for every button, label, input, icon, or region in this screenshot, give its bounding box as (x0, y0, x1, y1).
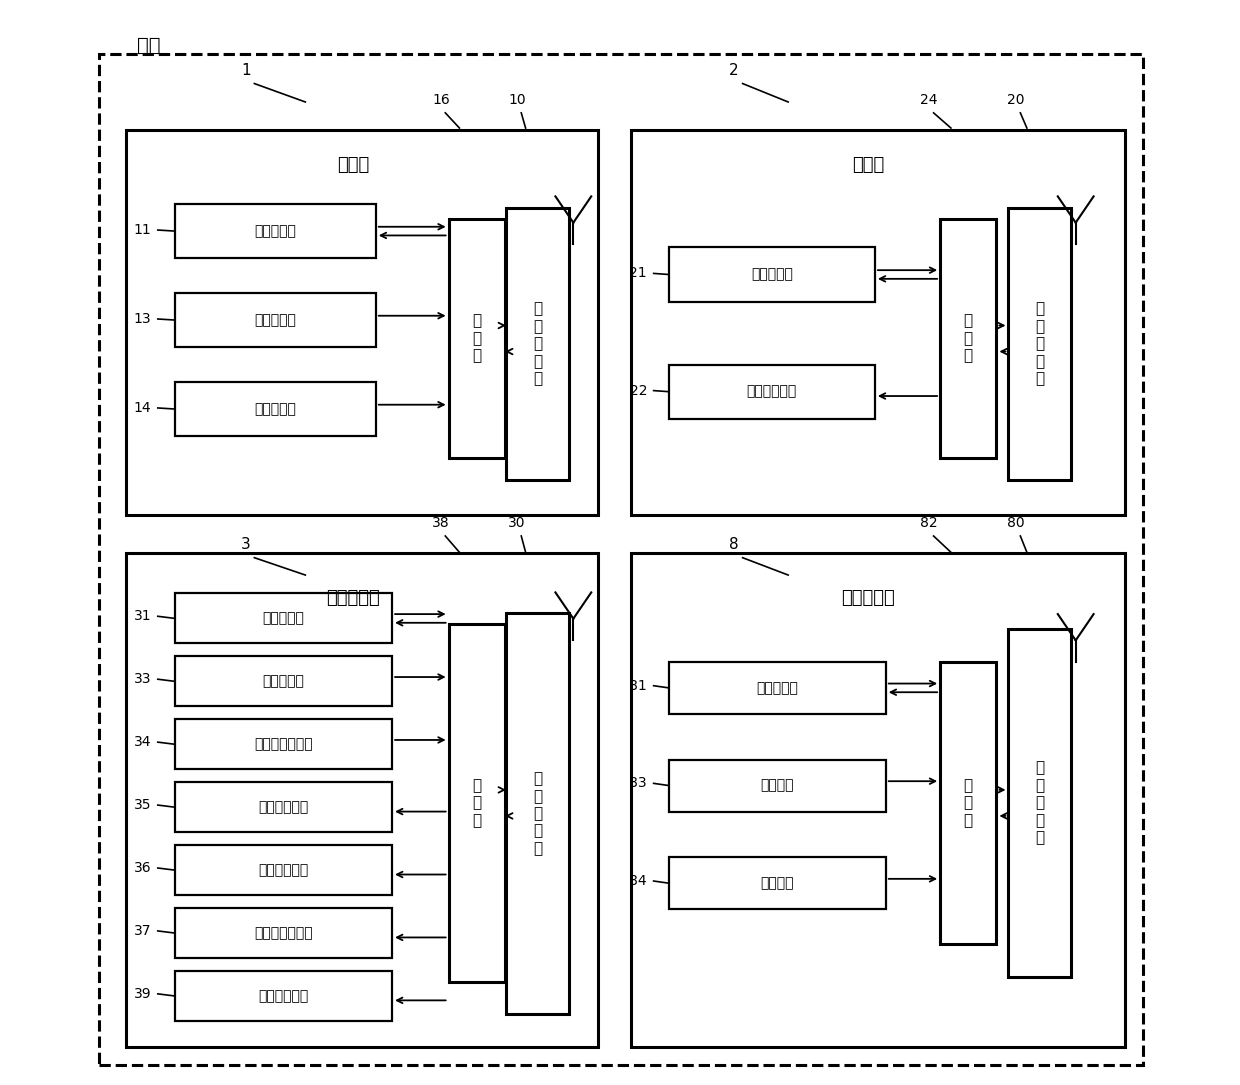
Text: 37: 37 (134, 924, 151, 937)
Bar (940, 219, 997, 458)
Bar (668, 760, 885, 812)
Text: 离子雾发生单元: 离子雾发生单元 (254, 927, 312, 940)
Text: 21: 21 (630, 267, 647, 280)
Text: 3: 3 (241, 537, 250, 552)
Text: 24: 24 (920, 93, 937, 106)
Bar (175, 908, 392, 958)
Text: 加湿执行单元: 加湿执行单元 (258, 801, 309, 814)
Bar (126, 553, 598, 1047)
Text: 16: 16 (432, 93, 450, 106)
Text: 加湿器: 加湿器 (852, 156, 884, 174)
Text: 8: 8 (729, 537, 739, 552)
Bar (175, 656, 392, 706)
Text: 温度传感器: 温度传感器 (254, 403, 296, 416)
Text: 空气清新机: 空气清新机 (326, 589, 379, 607)
Text: 34: 34 (134, 736, 151, 749)
Text: 36: 36 (134, 861, 151, 875)
Text: 83: 83 (630, 777, 647, 790)
Bar (668, 857, 885, 909)
Text: 组网记录库: 组网记录库 (263, 612, 305, 625)
Bar (449, 624, 505, 982)
Text: 湿度传感器: 湿度传感器 (263, 675, 305, 688)
Text: 82: 82 (920, 516, 937, 529)
Bar (175, 782, 392, 832)
Text: 33: 33 (134, 673, 151, 686)
Bar (175, 204, 376, 258)
Text: 11: 11 (134, 224, 151, 237)
Text: 甲醛消除单元: 甲醛消除单元 (258, 990, 309, 1003)
Bar (449, 219, 505, 458)
Bar (1008, 629, 1071, 976)
Text: 加湿执行单元: 加湿执行单元 (746, 385, 797, 398)
Text: 1: 1 (241, 63, 250, 78)
Bar (175, 382, 376, 436)
Text: 人机界面: 人机界面 (760, 877, 794, 890)
Bar (668, 247, 875, 302)
Text: 组网记录库: 组网记录库 (751, 268, 792, 281)
Text: 38: 38 (433, 516, 450, 529)
Text: 22: 22 (630, 384, 647, 397)
Bar (175, 845, 392, 895)
Text: 射
频
协
议
栈: 射 频 协 议 栈 (1035, 761, 1044, 845)
Text: 空调器: 空调器 (337, 156, 370, 174)
Bar (940, 662, 997, 944)
Bar (126, 130, 598, 515)
Text: 除尘执行单元: 除尘执行单元 (258, 864, 309, 877)
Bar (175, 719, 392, 769)
Text: 射
频
协
议
栈: 射 频 协 议 栈 (533, 302, 542, 386)
Text: 14: 14 (134, 401, 151, 414)
Text: 组网记录库: 组网记录库 (254, 225, 296, 238)
Text: 39: 39 (134, 987, 151, 1000)
Text: 主
控
器: 主 控 器 (963, 314, 973, 363)
Bar (506, 208, 569, 480)
Text: 射
频
协
议
栈: 射 频 协 议 栈 (1035, 302, 1044, 386)
Bar (506, 613, 569, 1014)
Text: 80: 80 (1007, 516, 1024, 529)
Text: 主
控
器: 主 控 器 (472, 778, 481, 828)
Text: 81: 81 (630, 679, 647, 692)
Text: 组网: 组网 (138, 36, 161, 55)
Bar (175, 293, 376, 347)
Bar (631, 553, 1125, 1047)
Bar (631, 130, 1125, 515)
Text: 组网记录库: 组网记录库 (756, 681, 799, 694)
Bar (668, 662, 885, 714)
Bar (175, 971, 392, 1021)
Text: 射
频
协
议
栈: 射 频 协 议 栈 (533, 771, 542, 856)
Text: 主控制中心: 主控制中心 (841, 589, 895, 607)
Text: 20: 20 (1007, 93, 1024, 106)
Text: 30: 30 (508, 516, 526, 529)
Text: 空气质量传感器: 空气质量传感器 (254, 738, 312, 751)
Text: 10: 10 (508, 93, 526, 106)
Text: 31: 31 (134, 610, 151, 623)
Bar (668, 365, 875, 419)
Text: 网络接口: 网络接口 (760, 779, 794, 792)
Text: 13: 13 (134, 312, 151, 326)
Text: 主
控
器: 主 控 器 (963, 778, 973, 828)
Text: 烟雾传感器: 烟雾传感器 (254, 314, 296, 327)
Text: 2: 2 (729, 63, 739, 78)
Text: 35: 35 (134, 799, 151, 812)
Text: 主
控
器: 主 控 器 (472, 314, 481, 363)
Text: 84: 84 (630, 875, 647, 888)
Bar (175, 593, 392, 643)
Bar (1008, 208, 1071, 480)
